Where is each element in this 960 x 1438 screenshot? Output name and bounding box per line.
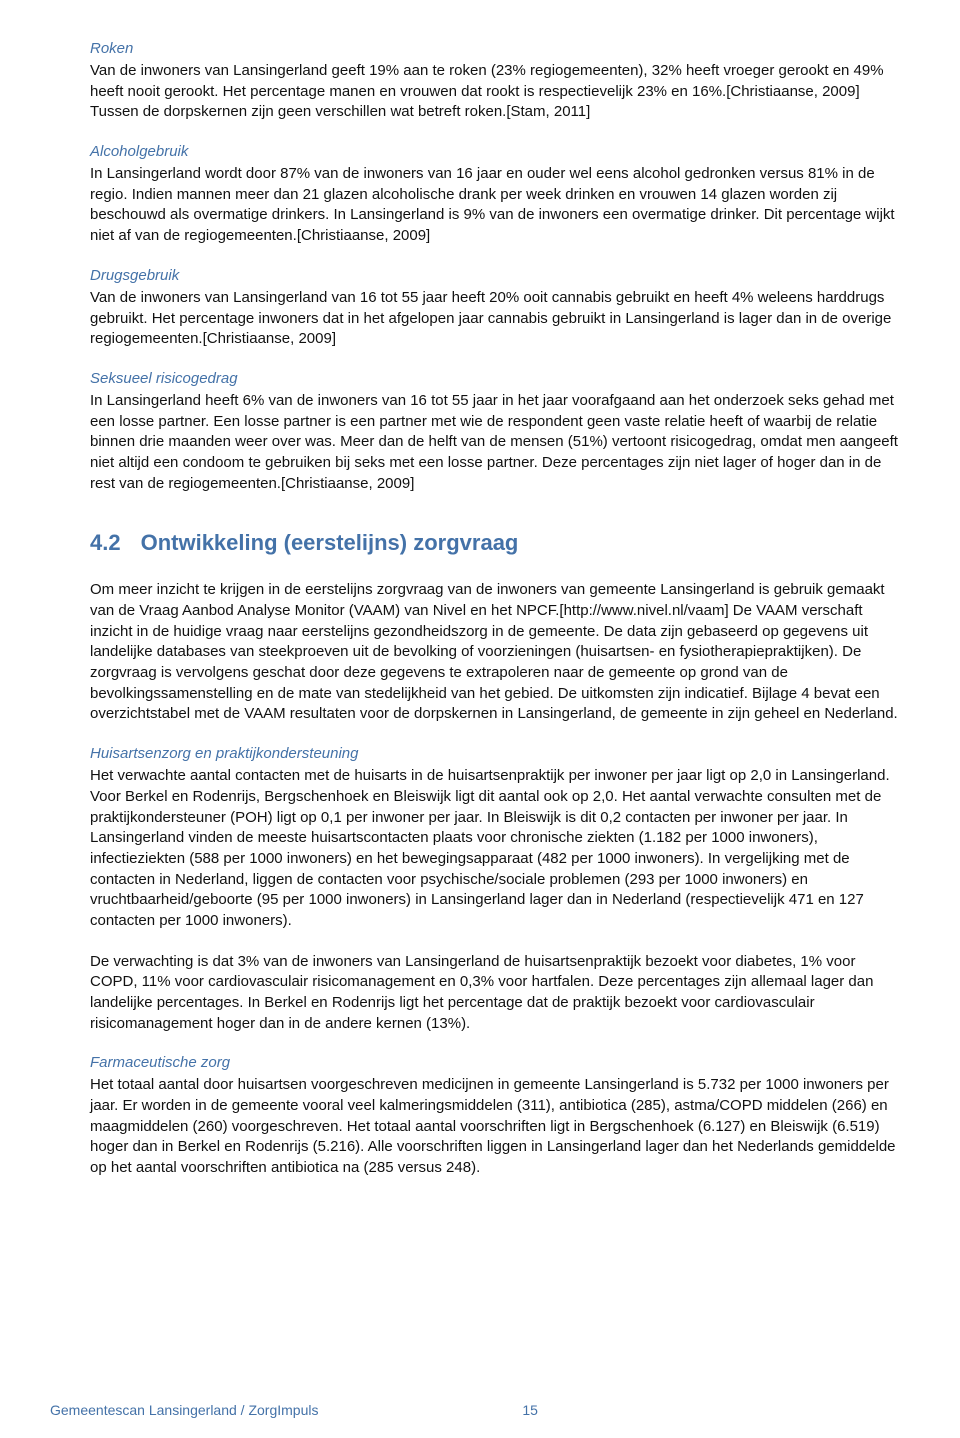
section-title-text: Ontwikkeling (eerstelijns) zorgvraag — [141, 530, 519, 555]
heading-seksueel: Seksueel risicogedrag — [90, 370, 900, 387]
heading-huisarts: Huisartsenzorg en praktijkondersteuning — [90, 745, 900, 762]
section-number: 4.2 — [90, 530, 121, 555]
heading-farma: Farmaceutische zorg — [90, 1054, 900, 1071]
text-farma: Het totaal aantal door huisartsen voorge… — [90, 1075, 900, 1178]
text-intro-4-2: Om meer inzicht te krijgen in de eerstel… — [90, 580, 900, 725]
text-seksueel: In Lansingerland heeft 6% van de inwoner… — [90, 391, 900, 494]
document-page: Roken Van de inwoners van Lansingerland … — [0, 0, 960, 1438]
text-huisarts-p1: Het verwachte aantal contacten met de hu… — [90, 766, 900, 932]
text-roken: Van de inwoners van Lansingerland geeft … — [90, 61, 900, 123]
footer-page-number: 15 — [522, 1402, 538, 1418]
heading-alcohol: Alcoholgebruik — [90, 143, 900, 160]
text-drugs: Van de inwoners van Lansingerland van 16… — [90, 288, 900, 350]
footer-text: Gemeentescan Lansingerland / ZorgImpuls — [50, 1402, 318, 1418]
page-footer: Gemeentescan Lansingerland / ZorgImpuls … — [50, 1402, 538, 1418]
heading-drugs: Drugsgebruik — [90, 267, 900, 284]
section-4-2-title: 4.2 Ontwikkeling (eerstelijns) zorgvraag — [90, 530, 900, 556]
text-huisarts-p2: De verwachting is dat 3% van de inwoners… — [90, 952, 900, 1035]
text-alcohol: In Lansingerland wordt door 87% van de i… — [90, 164, 900, 247]
heading-roken: Roken — [90, 40, 900, 57]
